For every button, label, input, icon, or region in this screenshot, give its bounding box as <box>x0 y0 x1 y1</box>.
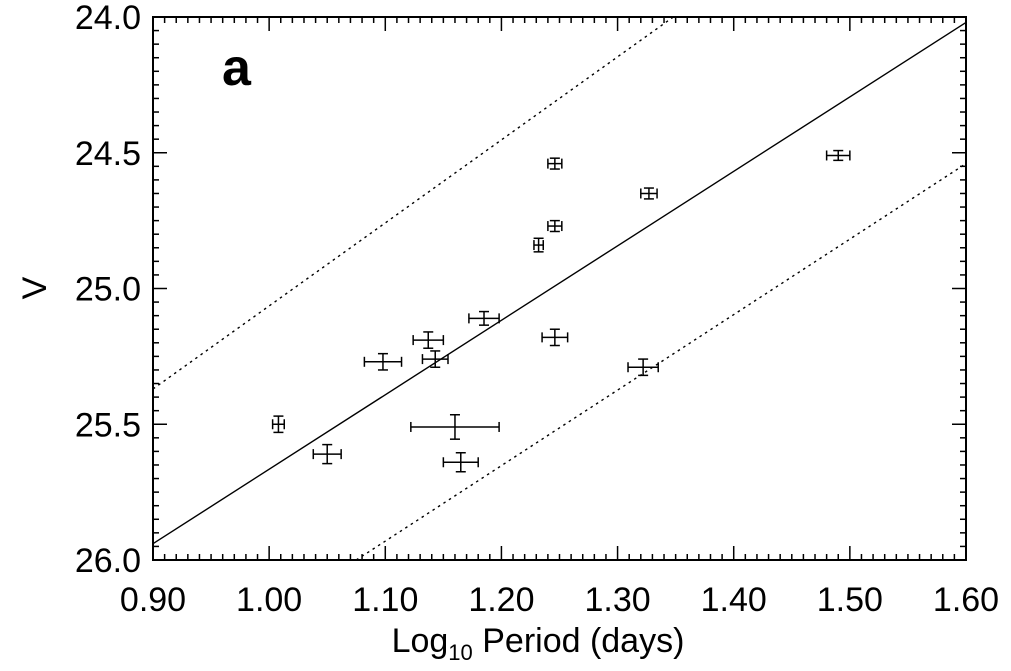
data-point <box>547 219 563 233</box>
fit-lines <box>153 17 966 560</box>
y-tick-label: 25.0 <box>75 271 141 309</box>
y-tick-label: 24.0 <box>75 0 141 37</box>
x-tick-label: 1.30 <box>584 581 650 619</box>
y-axis-title: V <box>16 276 54 299</box>
x-axis-title-prefix: Log <box>392 622 449 660</box>
plot-frame <box>152 16 967 561</box>
x-axis-title-subscript: 10 <box>448 640 472 665</box>
data-point <box>533 237 544 253</box>
x-tick-label: 1.40 <box>701 581 767 619</box>
data-point <box>363 352 403 371</box>
data-point <box>541 328 569 347</box>
x-tick-label: 0.90 <box>120 581 186 619</box>
data-point <box>410 413 500 440</box>
x-tick-label: 1.50 <box>817 581 883 619</box>
x-tick-label: 1.60 <box>933 581 999 619</box>
dotted-bound-line-1 <box>153 17 674 390</box>
data-point <box>547 157 563 170</box>
x-axis-title-suffix: Period (days) <box>473 622 685 660</box>
data-point <box>627 358 659 377</box>
y-tick-label: 25.5 <box>75 406 141 444</box>
x-tick-label: 1.20 <box>468 581 534 619</box>
data-point <box>825 149 851 162</box>
dotted-bound-line-2 <box>355 163 966 560</box>
data-point <box>442 452 479 473</box>
data-point <box>412 331 445 349</box>
x-tick-label: 1.00 <box>236 581 302 619</box>
y-tick-label: 26.0 <box>75 542 141 580</box>
data-point <box>421 350 449 368</box>
y-tick-label: 24.5 <box>75 135 141 173</box>
data-points <box>271 149 851 473</box>
data-point <box>271 415 285 434</box>
x-axis-title: Log10 Period (days) <box>392 622 685 665</box>
data-point <box>640 187 658 200</box>
x-tick-label: 1.10 <box>352 581 418 619</box>
fit-line <box>153 21 966 545</box>
data-point <box>468 310 500 326</box>
axes: 0.90 1.00 1.10 1.20 1.30 1.40 1.50 1.60 24.0 24.5… <box>75 0 999 619</box>
data-point <box>312 443 342 465</box>
panel-label: a <box>222 39 252 97</box>
